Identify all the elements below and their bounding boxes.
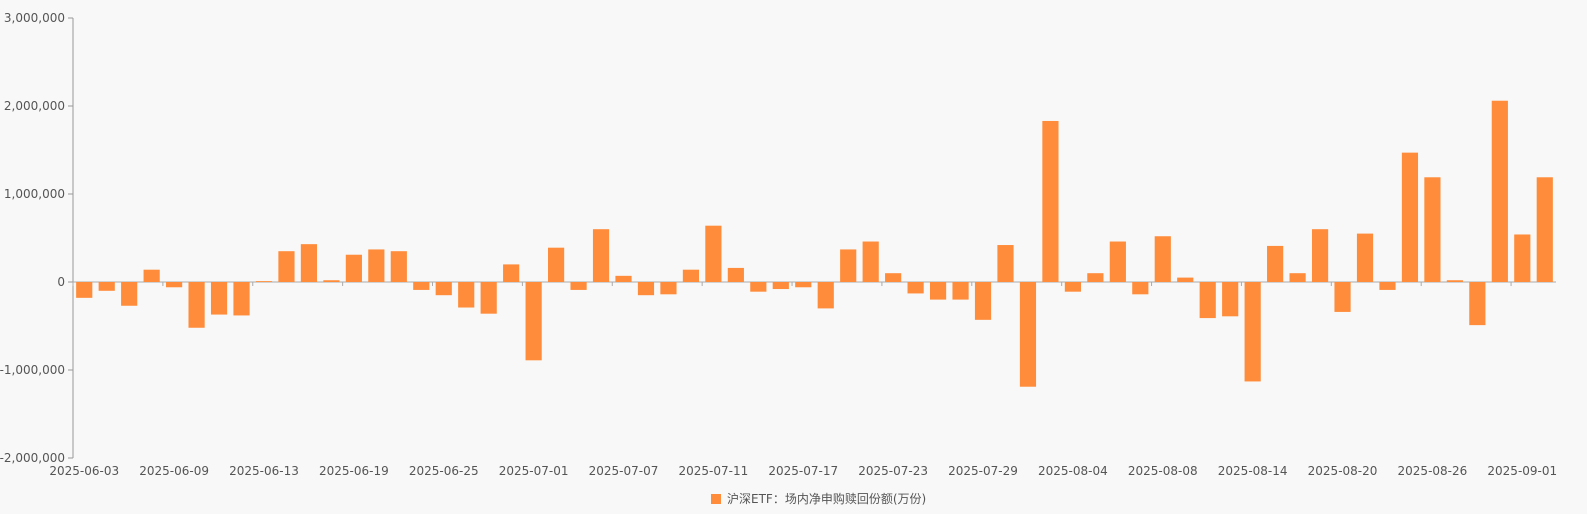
x-tick-label: 2025-06-19 (319, 464, 389, 478)
bar[interactable] (1334, 282, 1351, 312)
bar[interactable] (795, 282, 812, 288)
legend-swatch (711, 494, 721, 504)
bar[interactable] (233, 282, 250, 316)
bar[interactable] (1311, 229, 1329, 282)
bar[interactable] (368, 249, 385, 282)
x-tick-label: 2025-08-04 (1038, 464, 1108, 478)
bar[interactable] (300, 244, 318, 282)
bar[interactable] (1289, 273, 1306, 282)
bar[interactable] (435, 282, 452, 296)
bar[interactable] (772, 282, 789, 290)
x-tick-label: 2025-07-29 (948, 464, 1018, 478)
bar[interactable] (548, 247, 565, 282)
bar[interactable] (682, 269, 700, 282)
bar[interactable] (974, 282, 992, 320)
bar[interactable] (76, 282, 93, 298)
bar[interactable] (1356, 233, 1374, 282)
bar[interactable] (750, 282, 767, 292)
bar[interactable] (727, 267, 744, 282)
bar[interactable] (1244, 282, 1261, 382)
bar[interactable] (1064, 282, 1081, 292)
x-tick-label: 2025-07-01 (499, 464, 569, 478)
bar[interactable] (1087, 273, 1104, 282)
bar[interactable] (1469, 282, 1486, 326)
bar[interactable] (166, 282, 183, 288)
x-tick-label: 2025-06-09 (139, 464, 209, 478)
bar[interactable] (660, 282, 677, 295)
bar[interactable] (997, 245, 1014, 282)
x-tick-label: 2025-07-07 (589, 464, 659, 478)
bar[interactable] (1424, 177, 1441, 282)
bar[interactable] (1109, 241, 1126, 282)
bar[interactable] (952, 282, 969, 300)
bar[interactable] (1222, 282, 1239, 317)
y-tick-label: 1,000,000 (4, 187, 65, 201)
bar[interactable] (121, 282, 138, 306)
y-tick-label: -2,000,000 (0, 451, 65, 465)
bar[interactable] (1019, 282, 1037, 387)
y-tick-label: 0 (57, 275, 65, 289)
bar[interactable] (907, 282, 924, 294)
x-tick-label: 2025-08-20 (1308, 464, 1378, 478)
bar[interactable] (1042, 120, 1059, 283)
bar[interactable] (862, 241, 879, 282)
x-tick-label: 2025-08-14 (1218, 464, 1288, 478)
bar[interactable] (1514, 234, 1531, 282)
bar[interactable] (705, 225, 722, 282)
bar[interactable] (1536, 177, 1553, 282)
x-tick-label: 2025-06-25 (409, 464, 479, 478)
x-tick-label: 2025-07-11 (679, 464, 749, 478)
bar[interactable] (1154, 236, 1171, 282)
y-tick-label: 2,000,000 (4, 99, 65, 113)
x-tick-label: 2025-07-17 (768, 464, 838, 478)
bar[interactable] (480, 282, 497, 314)
bar[interactable] (929, 282, 947, 300)
legend-label: 沪深ETF：场内净申购赎回份额(万份) (727, 491, 926, 506)
bar[interactable] (98, 282, 115, 291)
bar[interactable] (1401, 152, 1419, 282)
x-tick-label: 2025-07-23 (858, 464, 928, 478)
bar[interactable] (525, 282, 542, 361)
bar[interactable] (1177, 277, 1194, 282)
bar[interactable] (1132, 282, 1149, 295)
bar[interactable] (637, 282, 655, 296)
bar[interactable] (255, 281, 273, 282)
bar[interactable] (1491, 100, 1508, 282)
bar[interactable] (840, 249, 857, 282)
bar[interactable] (503, 264, 520, 282)
bar[interactable] (210, 282, 228, 315)
axis-layer: 3,000,000 2,000,000 1,000,000 0 -1,000,000 -2… (0, 11, 1557, 478)
bar[interactable] (885, 273, 902, 282)
x-tick-label: 2025-08-08 (1128, 464, 1198, 478)
bar[interactable] (1446, 280, 1463, 282)
bars-layer (76, 100, 1553, 387)
bar[interactable] (1199, 282, 1216, 319)
bar[interactable] (188, 282, 205, 328)
bar[interactable] (570, 282, 587, 290)
bar[interactable] (390, 251, 407, 282)
bar[interactable] (817, 282, 834, 309)
bar[interactable] (323, 280, 340, 282)
x-tick-label: 2025-09-01 (1487, 464, 1557, 478)
bar[interactable] (278, 251, 295, 282)
y-tick-label: -1,000,000 (0, 363, 65, 377)
x-tick-label: 2025-08-26 (1398, 464, 1468, 478)
bar[interactable] (143, 269, 160, 282)
bar[interactable] (413, 282, 430, 290)
bar[interactable] (458, 282, 475, 308)
bar[interactable] (592, 229, 610, 282)
bar[interactable] (1267, 245, 1284, 282)
bar[interactable] (615, 275, 632, 282)
y-tick-label: 3,000,000 (4, 11, 65, 25)
x-tick-label: 2025-06-13 (229, 464, 299, 478)
bar[interactable] (345, 254, 362, 282)
legend[interactable]: 沪深ETF：场内净申购赎回份额(万份) (711, 491, 926, 506)
x-tick-label: 2025-06-03 (49, 464, 119, 478)
bar[interactable] (1379, 282, 1396, 290)
